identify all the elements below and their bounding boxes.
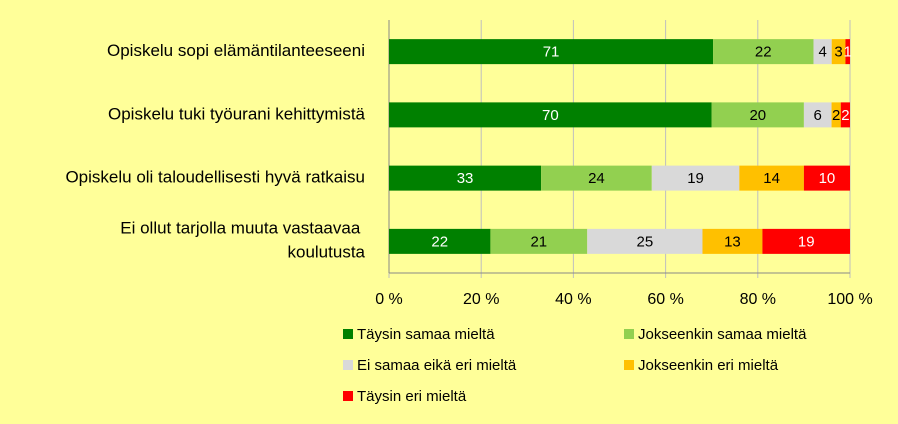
bar-segment xyxy=(389,39,714,65)
x-tick-label: 100 % xyxy=(827,291,872,308)
value-label: 33 xyxy=(457,170,474,187)
value-label: 19 xyxy=(798,233,815,250)
legend-label: Täysin samaa mieltä xyxy=(357,326,495,343)
bar-segment xyxy=(711,102,804,128)
bar-segment xyxy=(389,228,491,254)
value-label: 22 xyxy=(755,44,772,61)
bar-segment xyxy=(702,228,763,254)
value-label: 1 xyxy=(844,44,852,61)
legend-label: Täysin eri mieltä xyxy=(357,388,467,405)
value-label: 2 xyxy=(832,107,840,124)
bar-segment xyxy=(831,102,841,128)
value-label: 6 xyxy=(814,107,822,124)
x-tick-label: 80 % xyxy=(740,291,776,308)
legend-label: Jokseenkin eri mieltä xyxy=(638,357,779,374)
y-tick-label: Opiskelu tuki työurani kehittymistä xyxy=(108,104,366,123)
bar-segment xyxy=(490,228,588,254)
bar-segment xyxy=(587,228,703,254)
value-label: 25 xyxy=(637,233,654,250)
legend-label: Jokseenkin samaa mieltä xyxy=(638,326,807,343)
bar-segment xyxy=(762,228,850,254)
bar-segment xyxy=(840,102,850,128)
value-label: 19 xyxy=(687,170,704,187)
value-label: 3 xyxy=(834,44,842,61)
y-tick-label: Opiskelu oli taloudellisesti hyvä ratkai… xyxy=(65,168,365,187)
x-tick-label: 40 % xyxy=(555,291,591,308)
bar-segment xyxy=(831,39,846,65)
legend-swatch xyxy=(624,329,634,339)
y-tick-label: Ei ollut tarjolla muuta vastaavaa koulut… xyxy=(120,219,365,262)
value-label: 71 xyxy=(543,44,560,61)
bar-segment xyxy=(803,102,832,128)
x-tick-label: 20 % xyxy=(463,291,499,308)
legend-swatch xyxy=(343,391,353,401)
x-tick-label: 0 % xyxy=(375,291,403,308)
y-tick-label: Opiskelu sopi elämäntilanteeseeni xyxy=(107,41,365,60)
value-label: 10 xyxy=(819,170,836,187)
legend-swatch xyxy=(624,360,634,370)
bar-segment xyxy=(389,102,712,128)
x-tick-label: 60 % xyxy=(647,291,683,308)
legend-swatch xyxy=(343,360,353,370)
legend-label: Ei samaa eikä eri mieltä xyxy=(357,357,517,374)
bar-segment xyxy=(739,165,804,191)
bar-segment xyxy=(651,165,740,191)
value-label: 24 xyxy=(588,170,605,187)
bar-segment xyxy=(389,165,542,191)
legend-swatch xyxy=(343,329,353,339)
value-label: 14 xyxy=(763,170,780,187)
bar-segment xyxy=(813,39,832,65)
bar-segment xyxy=(845,39,850,65)
bar-segment xyxy=(713,39,814,65)
value-label: 2 xyxy=(841,107,849,124)
bar-segment xyxy=(803,165,850,191)
value-label: 22 xyxy=(431,233,448,250)
bar-segment xyxy=(541,165,652,191)
value-label: 4 xyxy=(818,44,826,61)
value-label: 21 xyxy=(530,233,547,250)
value-label: 20 xyxy=(749,107,766,124)
value-label: 13 xyxy=(724,233,741,250)
value-label: 70 xyxy=(542,107,559,124)
